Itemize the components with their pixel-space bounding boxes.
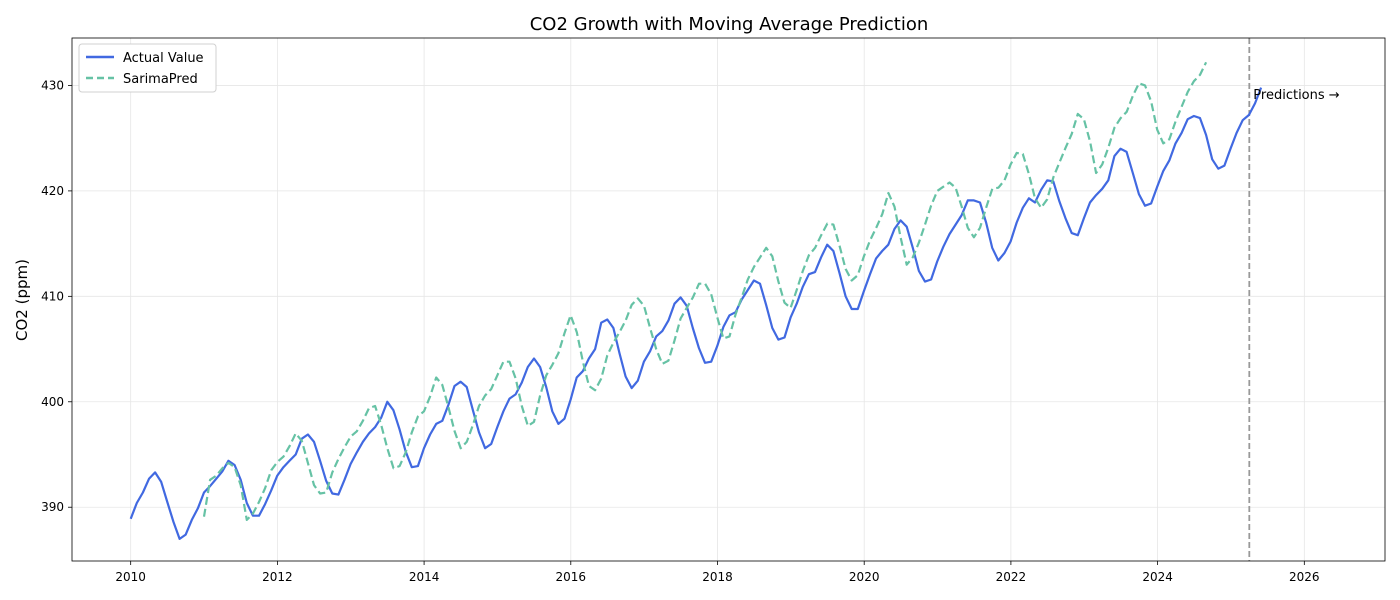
y-tick-label: 420: [41, 184, 64, 198]
y-axis: 390 400 410 420 430: [41, 78, 72, 514]
x-tick-label: 2022: [996, 570, 1027, 584]
x-tick-label: 2026: [1289, 570, 1320, 584]
series-actual-line: [129, 87, 1263, 540]
predictions-annotation: Predictions →: [1253, 88, 1339, 103]
grid-lines: [72, 38, 1385, 561]
y-tick-label: 390: [41, 500, 64, 514]
x-tick-label: 2012: [262, 570, 293, 584]
legend-pred-label: SarimaPred: [123, 72, 198, 87]
y-tick-label: 410: [41, 289, 64, 303]
plot-area: [129, 38, 1263, 561]
x-tick-label: 2020: [849, 570, 880, 584]
x-tick-label: 2018: [702, 570, 733, 584]
x-tick-label: 2024: [1142, 570, 1173, 584]
y-tick-label: 430: [41, 78, 64, 92]
x-axis: 2010 2012 2014 2016 2018 2020 2022 2024 2026: [115, 561, 1320, 584]
x-tick-label: 2010: [115, 570, 146, 584]
y-tick-label: 400: [41, 395, 64, 409]
x-tick-label: 2014: [409, 570, 440, 584]
legend: Actual Value SarimaPred: [78, 43, 217, 93]
plot-frame: [71, 37, 1386, 562]
x-tick-label: 2016: [556, 570, 587, 584]
chart-title: CO2 Growth with Moving Average Predictio…: [530, 14, 929, 35]
y-axis-label: CO2 (ppm): [13, 259, 31, 341]
series-sarimapred-line: [202, 61, 1208, 521]
legend-actual-label: Actual Value: [123, 51, 204, 66]
